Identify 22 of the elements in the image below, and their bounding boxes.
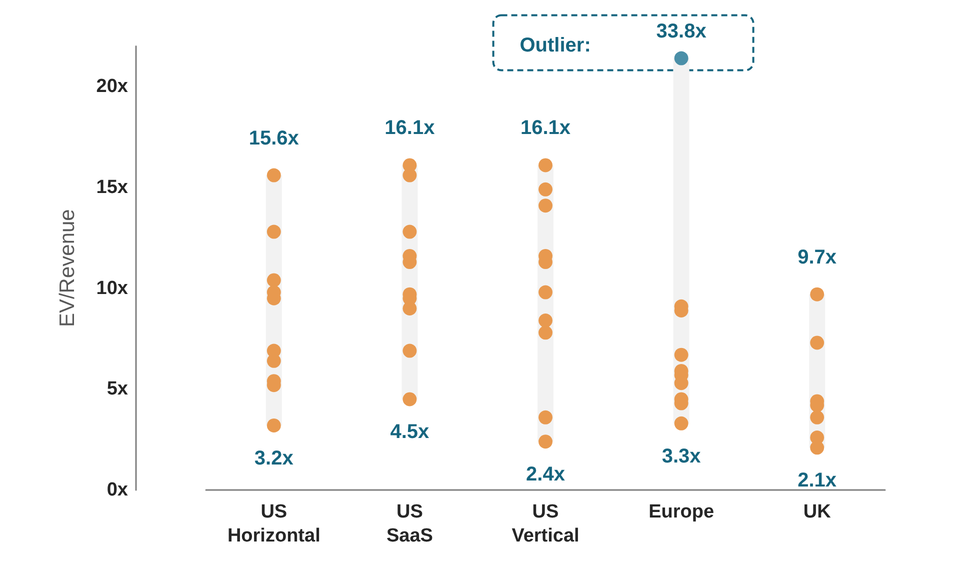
x-tick-label: US Vertical — [512, 502, 580, 546]
x-tick-label: Europe — [648, 502, 714, 522]
data-label: 16.1x — [520, 117, 571, 140]
y-tick-label: 20x — [96, 76, 128, 98]
y-tick-label: 5x — [106, 378, 128, 400]
y-axis-title: EV/Revenue — [56, 209, 79, 328]
text: 33.8x — [656, 20, 706, 42]
data-label: 3.3x — [662, 445, 701, 468]
data-label: 16.1x — [384, 117, 435, 140]
data-label: 2.4x — [526, 464, 565, 486]
y-tick-label: 15x — [96, 176, 128, 198]
y-tick-label: 10x — [96, 278, 128, 299]
data-label: 15.6x — [248, 127, 299, 150]
annotation: Outlier: — [520, 34, 591, 56]
data-label: 9.7x — [798, 246, 837, 268]
data-label: 3.2x — [254, 447, 294, 470]
x-tick-label: US SaaS — [386, 502, 433, 546]
x-tick-label: UK — [803, 502, 832, 522]
data-label: 4.5x — [390, 421, 430, 444]
x-tick-label: US Horizontal — [227, 502, 320, 546]
y-tick-label: 0x — [106, 480, 128, 500]
data-label: 2.1x — [798, 470, 837, 492]
